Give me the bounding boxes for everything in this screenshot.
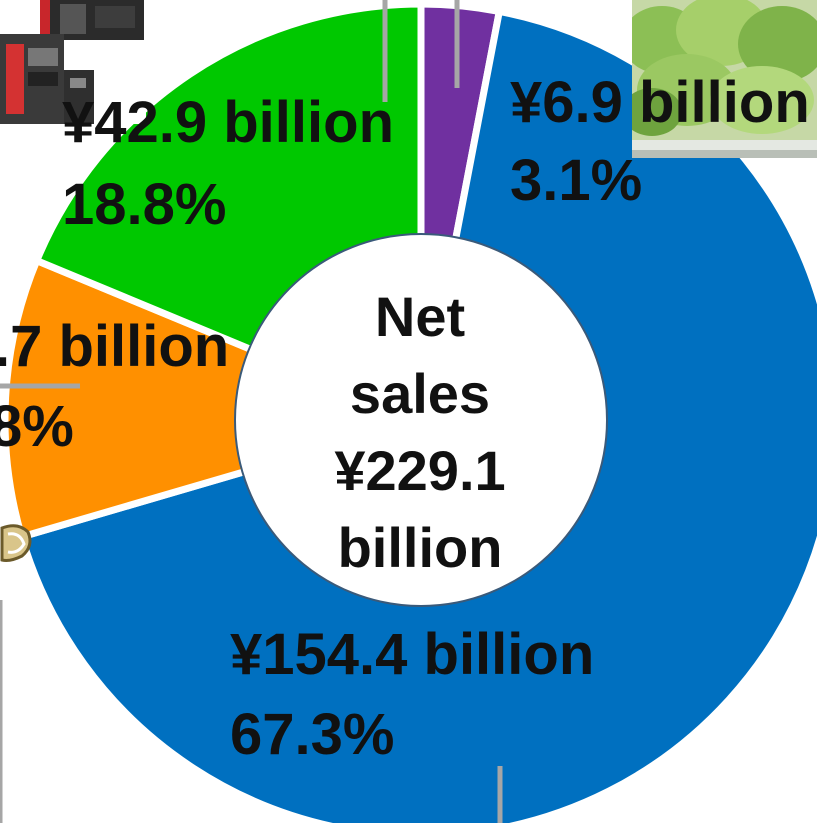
label-orange-percent: 8%: [0, 394, 74, 459]
center-label-line-1: Net: [374, 285, 466, 348]
center-label-line-4: billion: [337, 516, 503, 579]
label-blue-percent: 67.3%: [230, 702, 395, 767]
label-purple-percent: 3.1%: [510, 148, 643, 213]
center-label-line-3: ¥229.1: [334, 439, 506, 502]
label-green-value: ¥42.9 billion: [62, 90, 394, 155]
donut-hole: [234, 233, 608, 607]
lettuce-photo-icon: [632, 0, 817, 158]
label-orange-value: .7 billion: [0, 314, 230, 379]
leader-lines: [0, 0, 503, 823]
label-green-percent: 18.8%: [62, 172, 227, 237]
product-badge-icon: [0, 524, 32, 562]
center-label: Net sales ¥229.1 billion: [300, 278, 540, 586]
label-blue-value: ¥154.4 billion: [230, 622, 595, 687]
center-label-line-2: sales: [349, 362, 491, 425]
equipment-photo-icon: [0, 0, 146, 124]
label-purple-value: ¥6.9 billion: [510, 70, 810, 135]
